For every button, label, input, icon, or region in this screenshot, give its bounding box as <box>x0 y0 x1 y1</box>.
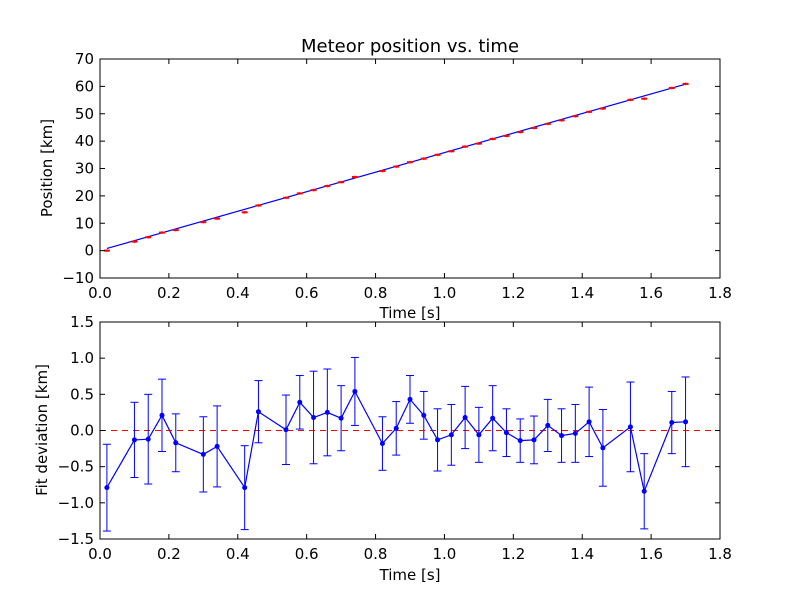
deviation-point <box>242 485 248 491</box>
deviation-point <box>255 409 261 415</box>
bottom-y-tick-label: −1.0 <box>58 494 94 512</box>
top-y-tick-label: 10 <box>75 214 94 232</box>
deviation-point <box>200 451 206 457</box>
bottom-x-tick-label: 1.0 <box>433 545 457 563</box>
top-x-ticks: 0.0 0.2 0.4 0.6 0.8 1.0 1.2 1.4 1.6 1.8 <box>88 59 732 302</box>
bottom-y-tick-label: 1.5 <box>70 313 94 331</box>
bottom-y-tick-label: 0.0 <box>70 422 94 440</box>
deviation-point <box>324 409 330 415</box>
bottom-x-tick-label: 0.0 <box>88 545 112 563</box>
top-y-tick-label: 20 <box>75 187 94 205</box>
deviation-point <box>517 438 523 444</box>
top-x-axis-label: Time [s] <box>379 304 441 322</box>
top-axes-frame <box>99 58 721 279</box>
bottom-x-tick-label: 0.6 <box>295 545 319 563</box>
deviation-point <box>476 432 482 438</box>
deviation-line <box>106 390 686 494</box>
deviation-point <box>435 437 441 443</box>
top-x-tick-label: 1.6 <box>639 284 663 302</box>
bottom-x-ticks: 0.0 0.2 0.4 0.6 0.8 1.0 1.2 1.4 1.6 1.8 <box>88 322 732 563</box>
top-y-tick-label: 40 <box>75 132 94 150</box>
deviation-point <box>503 430 509 436</box>
deviation-point <box>379 441 385 447</box>
deviation-point <box>131 437 137 443</box>
bottom-y-axis-label: Fit deviation [km] <box>33 364 51 496</box>
deviation-plot-area <box>100 356 720 532</box>
top-x-tick-label: 0.8 <box>364 284 388 302</box>
top-x-tick-label: 0.2 <box>157 284 181 302</box>
deviation-point <box>683 419 689 425</box>
top-y-tick-label: 30 <box>75 160 94 178</box>
deviation-point <box>173 440 179 446</box>
deviation-point <box>104 485 110 491</box>
top-x-tick-label: 0.6 <box>295 284 319 302</box>
deviation-point <box>297 399 303 405</box>
deviation-point <box>421 412 427 418</box>
bottom-x-tick-label: 0.8 <box>364 545 388 563</box>
deviation-point <box>393 425 399 431</box>
bottom-y-tick-label: 0.5 <box>70 385 94 403</box>
bottom-x-axis-label: Time [s] <box>379 566 441 584</box>
deviation-point <box>559 433 565 439</box>
bottom-y-tick-label: −0.5 <box>58 458 94 476</box>
bottom-y-ticks: −1.5 −1.0 −0.5 0.0 0.5 1.0 1.5 <box>58 313 720 548</box>
top-y-tick-label: −10 <box>62 269 94 287</box>
top-x-tick-label: 1.0 <box>433 284 457 302</box>
bottom-x-tick-label: 1.8 <box>708 545 732 563</box>
top-y-tick-label: 50 <box>75 105 94 123</box>
top-y-tick-label: 70 <box>75 50 94 68</box>
deviation-point <box>462 414 468 420</box>
deviation-point <box>145 436 151 442</box>
top-y-axis-label: Position [km] <box>38 119 56 217</box>
deviation-point <box>600 445 606 451</box>
top-x-tick-label: 0.0 <box>88 284 112 302</box>
bottom-axes: 0.0 0.2 0.4 0.6 0.8 1.0 1.2 1.4 1.6 1.8 −1.5−1.0−… <box>33 313 732 584</box>
deviation-point <box>352 388 358 394</box>
deviation-point <box>669 420 675 426</box>
chart-title: Meteor position vs. time <box>301 36 519 57</box>
deviation-point <box>311 414 317 420</box>
top-x-tick-label: 1.2 <box>501 284 525 302</box>
top-x-tick-label: 0.4 <box>226 284 250 302</box>
bottom-x-tick-label: 1.2 <box>501 545 525 563</box>
deviation-point <box>407 396 413 402</box>
deviation-point <box>641 488 647 494</box>
top-y-tick-label: 60 <box>75 77 94 95</box>
top-x-tick-label: 1.4 <box>570 284 594 302</box>
deviation-point <box>159 412 165 418</box>
deviation-point <box>572 430 578 436</box>
bottom-x-tick-label: 1.6 <box>639 545 663 563</box>
bottom-y-tick-label: 1.0 <box>70 349 94 367</box>
bottom-x-tick-label: 0.2 <box>157 545 181 563</box>
position-plot-area <box>103 82 689 252</box>
top-x-tick-label: 1.8 <box>708 284 732 302</box>
deviation-point <box>283 427 289 433</box>
deviation-point <box>586 419 592 425</box>
top-axes: Meteor position vs. time 0.0 0.2 0.4 0.6 0.8… <box>38 36 732 322</box>
bottom-x-tick-label: 0.4 <box>226 545 250 563</box>
bottom-x-tick-label: 1.4 <box>570 545 594 563</box>
deviation-point <box>448 432 454 438</box>
deviation-point <box>531 437 537 443</box>
deviation-point <box>490 415 496 421</box>
deviation-point <box>338 415 344 421</box>
bottom-y-tick-label: −1.5 <box>58 530 94 548</box>
deviation-point <box>545 422 551 428</box>
deviation-point <box>214 443 220 449</box>
top-y-tick-label: 0 <box>84 242 94 260</box>
deviation-point <box>627 424 633 430</box>
top-y-ticks: −10 0 10 20 30 40 50 60 70 <box>62 50 720 287</box>
